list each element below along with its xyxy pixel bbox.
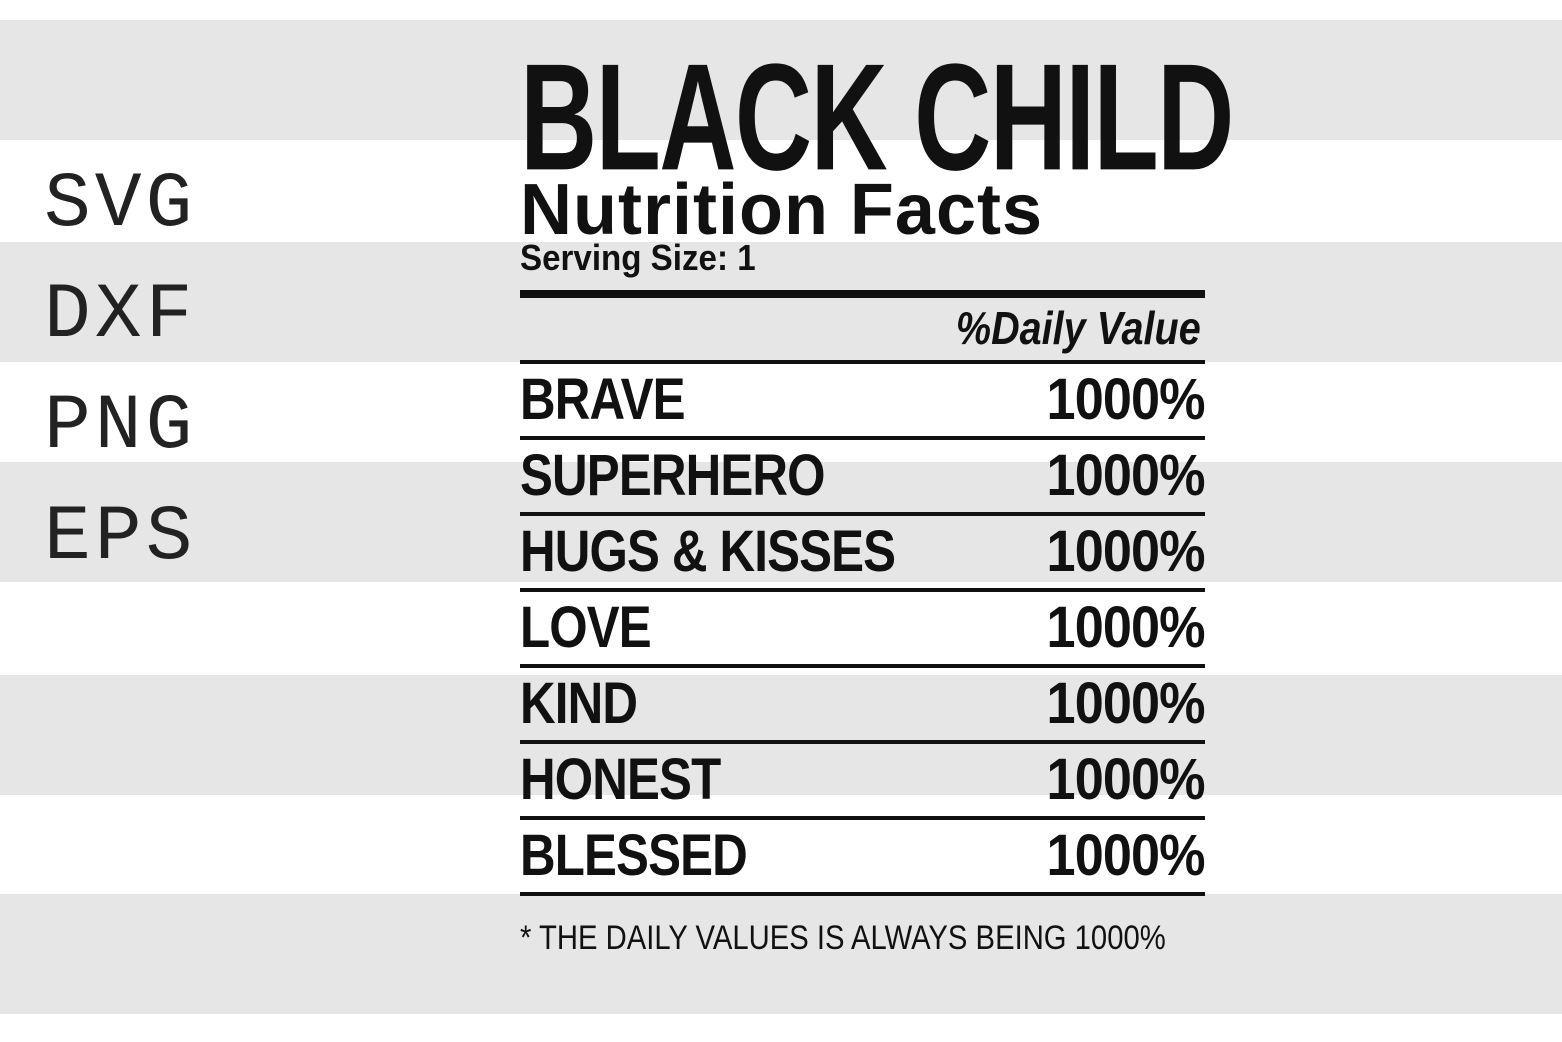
nutrition-label: BLACK CHILD Nutrition Facts Serving Size… [520,41,1234,960]
nutrient-value: 1000% [1046,367,1206,432]
format-dxf: DXF [44,272,197,360]
nutrient-value: 1000% [1046,671,1206,736]
nutrient-row: BRAVE 1000% [520,360,1206,436]
nutrient-name: BLESSED [520,823,748,888]
nutrient-name: LOVE [520,595,652,660]
nutrient-row: LOVE 1000% [520,588,1206,664]
nutrient-row: HUGS & KISSES 1000% [520,512,1206,588]
file-format-list: SVG DXF PNG EPS [44,150,196,594]
label-title: BLACK CHILD [520,32,1234,202]
nutrient-name: BRAVE [520,367,686,432]
nutrient-row: SUPERHERO 1000% [520,436,1206,512]
nutrient-row: HONEST 1000% [520,740,1206,816]
background-stripe [0,242,1562,362]
nutrient-name: HONEST [520,747,721,812]
background-stripe [0,20,1562,140]
nutrient-value: 1000% [1046,443,1206,508]
format-eps: EPS [44,494,197,582]
format-svg: SVG [44,161,197,249]
nutrient-row: BLESSED 1000% [520,816,1206,892]
background-stripe [0,675,1562,795]
footnote: * THE DAILY VALUES IS ALWAYS BEING 1000% [520,919,1166,957]
nutrient-name: KIND [520,671,638,736]
nutrient-value: 1000% [1046,823,1206,888]
thick-divider [520,290,1205,298]
label-subtitle: Nutrition Facts [520,170,1044,250]
bottom-divider [520,892,1205,896]
nutrient-value: 1000% [1046,747,1206,812]
nutrient-value: 1000% [1046,519,1206,584]
background-stripe [0,894,1562,1014]
serving-size: Serving Size: 1 [520,237,756,278]
format-png: PNG [44,383,197,471]
nutrient-name: SUPERHERO [520,443,825,508]
daily-value-header: %Daily Value [955,302,1201,354]
nutrient-row: KIND 1000% [520,664,1206,740]
background-stripe [0,462,1562,582]
nutrient-name: HUGS & KISSES [520,519,896,584]
nutrient-value: 1000% [1046,595,1206,660]
